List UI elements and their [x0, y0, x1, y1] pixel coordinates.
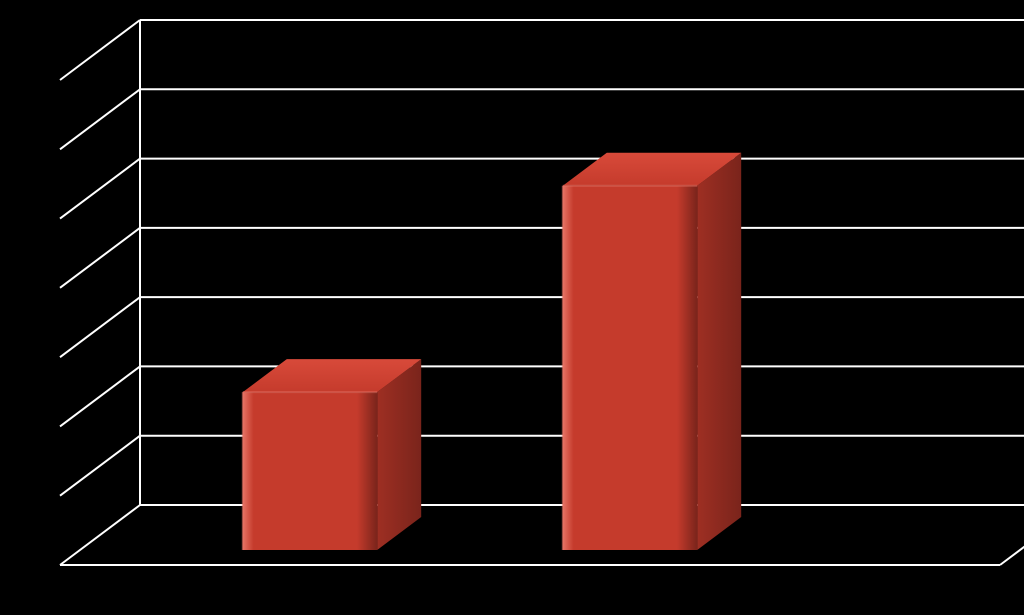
bar	[563, 153, 741, 550]
bar-chart-3d	[0, 0, 1024, 615]
bar	[243, 359, 421, 550]
